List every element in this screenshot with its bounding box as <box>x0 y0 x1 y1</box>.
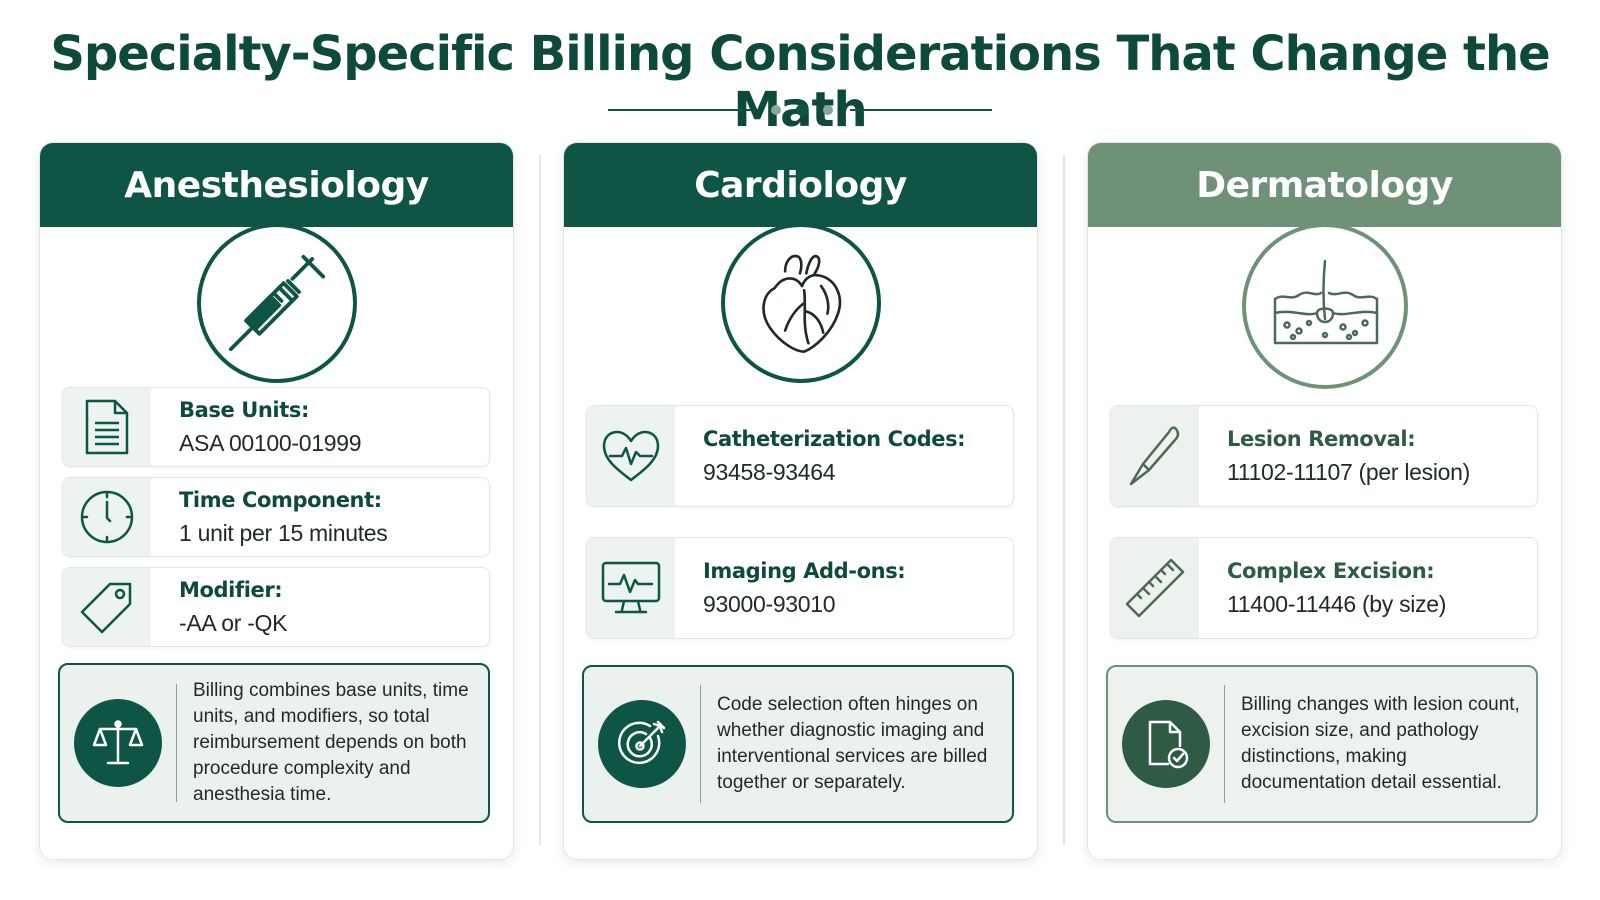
note-line: units, and modifiers, so total <box>193 706 430 727</box>
note-line: Code selection often hinges on <box>717 694 978 715</box>
note-line: Billing combines base units, time <box>193 680 469 701</box>
item-value: ASA 00100-01999 <box>179 429 362 456</box>
summary-note: Billing combines base units, time units,… <box>58 663 490 823</box>
item-label: Base Units: <box>179 397 309 422</box>
page-title: Specialty-Specific Billing Consideration… <box>50 26 1550 138</box>
item-value: 93458-93464 <box>703 458 836 485</box>
card-title: Dermatology <box>1088 143 1561 227</box>
note-line: procedure complexity and <box>193 758 411 779</box>
heart-icon <box>720 223 881 383</box>
item-value: 11102-11107 (per lesion) <box>1227 458 1470 485</box>
item-value: 11400-11446 (by size) <box>1227 590 1447 617</box>
tag-icon <box>63 568 151 646</box>
item-label: Modifier: <box>179 577 283 602</box>
document-check-icon <box>1122 700 1210 788</box>
item-label: Catheterization Codes: <box>703 426 966 451</box>
item-value: -AA or -QK <box>179 609 288 636</box>
monitor-pulse-icon <box>587 538 675 638</box>
note-line: anesthesia time. <box>193 784 332 805</box>
column-divider <box>539 155 541 845</box>
info-row: Lesion Removal: 11102-11107 (per lesion) <box>1110 405 1538 507</box>
note-line: whether diagnostic imaging and <box>717 720 985 741</box>
note-line: interventional services are billed <box>717 746 988 767</box>
clock-icon <box>63 478 151 556</box>
item-value: 1 unit per 15 minutes <box>179 519 388 546</box>
card-title: Cardiology <box>564 143 1037 227</box>
card-cardiology: Cardiology Catheterization Codes: 93458-… <box>563 142 1038 860</box>
scales-icon <box>74 699 162 787</box>
note-line: reimbursement depends on both <box>193 732 467 753</box>
ruler-icon <box>1111 538 1199 638</box>
column-divider <box>1063 155 1065 845</box>
card-dermatology: Dermatology Lesion Removal: 11102-11107 … <box>1087 142 1562 860</box>
item-label: Complex Excision: <box>1227 558 1435 583</box>
item-label: Time Component: <box>179 487 382 512</box>
summary-note: Billing changes with lesion count, excis… <box>1106 665 1538 823</box>
note-line: together or separately. <box>717 772 906 793</box>
note-line: documentation detail essential. <box>1241 772 1502 793</box>
info-row: Imaging Add-ons: 93000-93010 <box>586 537 1014 639</box>
syringe-icon <box>196 223 357 383</box>
scalpel-icon <box>1111 406 1199 506</box>
note-line: Billing changes with lesion count, <box>1241 694 1520 715</box>
summary-note: Code selection often hinges on whether d… <box>582 665 1014 823</box>
skin-layers-icon <box>1241 223 1408 389</box>
document-icon <box>63 388 151 466</box>
info-row: Base Units: ASA 00100-01999 <box>62 387 490 467</box>
title-ornament <box>608 104 992 116</box>
item-value: 93000-93010 <box>703 590 836 617</box>
card-title: Anesthesiology <box>40 143 513 227</box>
note-line: excision size, and pathology <box>1241 720 1479 741</box>
card-anesthesiology: Anesthesiology Base Units: ASA 00100-019… <box>39 142 514 860</box>
item-label: Lesion Removal: <box>1227 426 1416 451</box>
info-row: Complex Excision: 11400-11446 (by size) <box>1110 537 1538 639</box>
note-line: distinctions, making <box>1241 746 1407 767</box>
info-row: Modifier: -AA or -QK <box>62 567 490 647</box>
info-row: Time Component: 1 unit per 15 minutes <box>62 477 490 557</box>
item-label: Imaging Add-ons: <box>703 558 906 583</box>
note-separator <box>176 684 177 802</box>
info-row: Catheterization Codes: 93458-93464 <box>586 405 1014 507</box>
note-separator <box>1224 685 1225 803</box>
note-separator <box>700 685 701 803</box>
heart-pulse-icon <box>587 406 675 506</box>
target-icon <box>598 700 686 788</box>
